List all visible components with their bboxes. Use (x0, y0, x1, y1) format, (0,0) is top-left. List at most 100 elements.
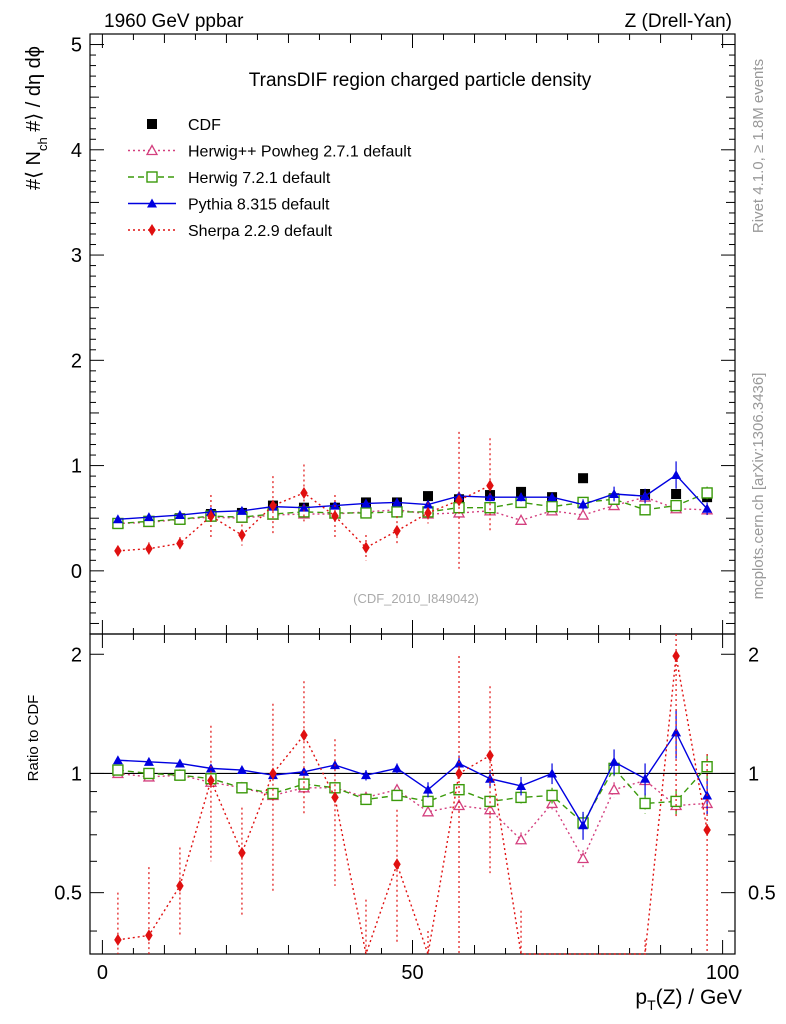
series-line-herwig7 (117, 766, 708, 825)
data-point-sherpa (331, 510, 339, 523)
data-point-sherpa (486, 749, 494, 762)
legend-label-pythia: Pythia 8.315 default (188, 197, 330, 214)
y-tick-label: 0 (71, 561, 82, 583)
data-point-pythia (516, 492, 527, 502)
y-tick-label: 1 (71, 456, 82, 478)
data-point-pythia (298, 502, 309, 512)
data-point-herwigpp (483, 803, 497, 815)
series-line-pythia (117, 730, 708, 827)
series-pythia (112, 709, 713, 840)
data-point-pythia (547, 492, 558, 502)
main-panel: 0 1 2 3 4 5 TransDIF region charged particle … (71, 33, 736, 635)
y-tick-label-right: 1 (748, 763, 759, 785)
data-point-sherpa (393, 524, 401, 537)
data-point-sherpa (362, 541, 370, 554)
main-panel-series (111, 431, 714, 569)
y-tick-label: 0.5 (54, 883, 82, 905)
legend-marker-herwigpp (145, 144, 159, 156)
data-point-herwig7 (639, 797, 651, 810)
data-point-pythia (640, 491, 651, 501)
data-point-herwig7 (391, 789, 403, 802)
data-point-herwig7 (360, 507, 372, 519)
data-point-cdf (423, 491, 434, 502)
data-point-sherpa (393, 858, 401, 871)
data-point-herwig7 (422, 795, 434, 808)
data-point-herwig7 (484, 501, 496, 514)
data-point-herwig7 (453, 783, 465, 796)
data-point-pythia (516, 780, 527, 790)
y-tick-label: 2 (71, 644, 82, 666)
y-tick-label: 3 (71, 245, 82, 267)
ratio-panel-ticks: 0.5 0.5 1 1 2 2 0 50 100 (54, 634, 776, 984)
data-point-pythia (547, 768, 558, 778)
main-y-axis-label: #⟨ Nch #⟩ / dη dϕ (23, 46, 50, 190)
legend-marker-pythia (147, 198, 157, 208)
data-point-pythia (143, 512, 154, 522)
series-line-sherpa (117, 655, 708, 957)
data-point-pythia (112, 755, 123, 765)
data-point-sherpa (300, 729, 308, 742)
data-point-herwig7 (546, 789, 558, 802)
data-point-sherpa (114, 933, 122, 946)
data-point-herwigpp (452, 799, 466, 811)
data-point-herwig7 (670, 499, 682, 512)
legend-label-sherpa: Sherpa 2.2.9 default (188, 223, 333, 240)
header-left: 1960 GeV ppbar (104, 11, 244, 32)
legend: CDF Herwig++ Powheg 2.7.1 default Herwig 7… (128, 117, 412, 240)
data-point-pythia (609, 489, 620, 498)
series-sherpa (114, 431, 494, 569)
data-point-pythia (112, 514, 123, 524)
data-point-sherpa (331, 791, 339, 804)
data-point-sherpa (703, 823, 711, 836)
mcplots-label: mcplots.cern.ch [arXiv:1306.3436] (750, 373, 767, 600)
data-point-pythia (236, 505, 247, 515)
data-point-pythia (485, 492, 496, 502)
y-tick-label-right: 0.5 (748, 883, 776, 905)
data-point-sherpa (145, 929, 153, 942)
x-tick-label: 50 (401, 962, 423, 984)
data-point-pythia (609, 756, 620, 766)
rivet-version-label: Rivet 4.1.0, ≥ 1.8M events (750, 59, 767, 233)
data-point-pythia (391, 497, 402, 507)
x-tick-label: 0 (97, 962, 108, 984)
data-point-herwigpp (607, 499, 621, 511)
data-point-pythia (143, 756, 154, 766)
data-point-herwigpp (607, 783, 621, 795)
legend-marker-herwig7 (146, 171, 158, 183)
data-point-pythia (174, 510, 185, 520)
data-point-sherpa (300, 486, 308, 499)
data-point-pythia (360, 498, 371, 508)
data-point-herwigpp (576, 852, 590, 864)
legend-label-herwigpp: Herwig++ Powheg 2.7.1 default (188, 144, 412, 161)
series-line-pythia (117, 474, 708, 520)
header-right: Z (Drell-Yan) (625, 11, 732, 32)
data-point-pythia (702, 503, 713, 513)
data-point-herwig7 (701, 487, 713, 499)
data-point-sherpa (424, 506, 432, 519)
data-point-sherpa (269, 767, 277, 780)
data-point-herwig7 (701, 761, 713, 773)
data-point-pythia (671, 470, 682, 480)
data-point-sherpa (145, 542, 153, 555)
data-point-herwigpp (421, 805, 435, 817)
data-point-herwigpp (514, 833, 528, 845)
y-tick-label-right: 2 (748, 644, 759, 666)
data-point-herwigpp (576, 508, 590, 520)
series-sherpa (114, 634, 711, 957)
data-point-pythia (423, 784, 434, 794)
data-point-sherpa (269, 499, 277, 512)
data-point-sherpa (238, 846, 246, 859)
main-panel-ticks: 0 1 2 3 4 5 (71, 34, 735, 634)
y-tick-label: 2 (71, 350, 82, 372)
y-tick-label: 4 (71, 140, 82, 162)
data-point-herwig7 (236, 782, 248, 794)
data-point-sherpa (238, 529, 246, 542)
legend-label-cdf: CDF (188, 117, 221, 134)
ratio-panel-frame (89, 633, 736, 955)
data-point-herwig7 (639, 504, 651, 516)
data-point-herwig7 (360, 793, 372, 806)
data-point-herwig7 (267, 787, 279, 800)
data-point-pythia (578, 820, 589, 830)
ratio-y-axis-label: Ratio to CDF (25, 695, 42, 782)
data-point-sherpa (455, 494, 463, 507)
